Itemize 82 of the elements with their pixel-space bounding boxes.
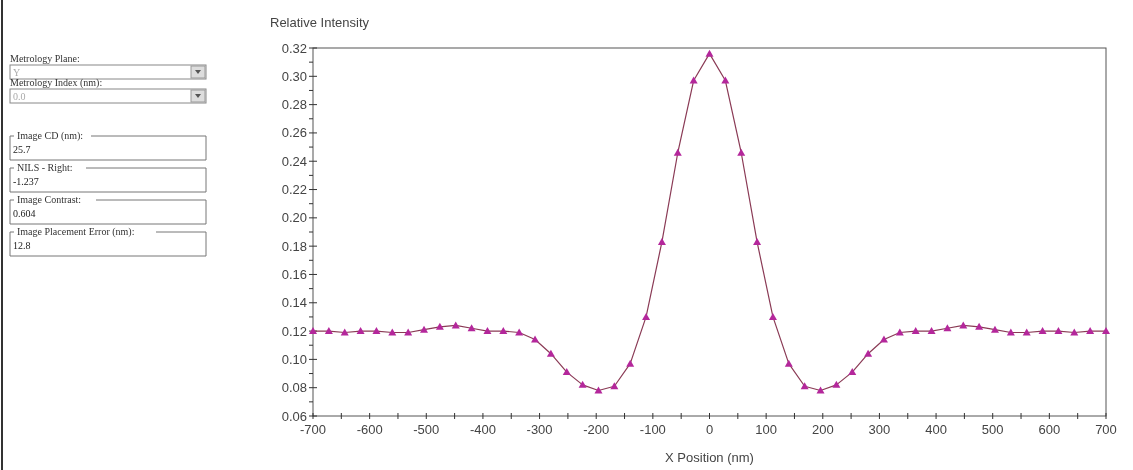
chart-title: Relative Intensity	[270, 15, 370, 30]
point	[467, 324, 476, 332]
point	[927, 327, 936, 335]
y-tick-label: 0.16	[281, 267, 307, 283]
point	[578, 380, 587, 388]
point	[879, 335, 888, 343]
x-tick-label: 300	[868, 422, 891, 437]
x-tick-label: -400	[469, 422, 496, 437]
point	[546, 349, 555, 357]
point	[768, 312, 777, 320]
point	[943, 324, 952, 332]
point	[673, 148, 682, 156]
point	[705, 49, 714, 57]
point	[1086, 327, 1095, 335]
x-tick-label: 500	[981, 422, 1004, 437]
point	[657, 237, 666, 245]
x-tick-label: 600	[1038, 422, 1061, 437]
y-tick-label: 0.24	[281, 153, 307, 169]
x-tick-label: 400	[925, 422, 947, 437]
text: 0.604	[13, 208, 36, 219]
point	[1102, 327, 1110, 335]
y-tick-label: 0.26	[281, 125, 307, 141]
point	[610, 382, 619, 390]
y-tick-label: 0.10	[281, 351, 307, 367]
point	[626, 359, 635, 367]
point	[562, 368, 571, 376]
text: Image Contrast:	[17, 194, 82, 205]
text: Metrology Index (nm):	[10, 77, 103, 89]
point	[784, 359, 793, 367]
point	[721, 76, 730, 84]
x-tick-label: -600	[356, 422, 383, 437]
x-axis-title: X Position (nm)	[665, 450, 754, 465]
point	[737, 148, 746, 156]
y-tick-label: 0.14	[281, 295, 307, 311]
point	[990, 325, 999, 333]
x-tick-label: -500	[413, 422, 440, 437]
x-tick-label: 200	[811, 422, 834, 437]
x-tick-label: -200	[583, 422, 610, 437]
point	[324, 327, 333, 335]
x-tick-label: -700	[299, 422, 327, 437]
point	[848, 368, 857, 376]
text: NILS - Right:	[17, 162, 73, 173]
y-tick-label: 0.32	[281, 40, 307, 56]
point	[642, 312, 651, 320]
point	[753, 237, 762, 245]
x-tick-label: 700	[1095, 422, 1117, 437]
x-tick-label: 0	[705, 422, 714, 437]
point	[816, 386, 825, 394]
dropdown-field: Y	[9, 64, 207, 80]
y-tick-label: 0.20	[281, 210, 307, 226]
text: 12.8	[13, 240, 31, 251]
x-tick-label: -100	[639, 422, 666, 437]
point	[356, 327, 365, 335]
x-tick-label: 100	[755, 422, 777, 437]
point	[689, 76, 698, 84]
point	[435, 322, 444, 330]
point	[372, 327, 381, 335]
point	[832, 380, 841, 388]
point	[864, 349, 873, 357]
point	[1038, 327, 1047, 335]
y-tick-label: 0.08	[281, 380, 307, 396]
point	[1054, 327, 1063, 335]
dropdown-field: 0.0	[9, 88, 207, 104]
text: Metrology Plane:	[10, 53, 80, 64]
point	[420, 325, 429, 333]
text: Image CD (nm):	[17, 130, 84, 142]
point	[911, 327, 920, 335]
y-tick-label: 0.18	[281, 238, 307, 254]
point	[531, 335, 540, 343]
point	[483, 327, 492, 335]
y-tick-label: 0.06	[281, 408, 307, 424]
text: 25.7	[13, 144, 31, 155]
y-tick-label: 0.22	[281, 182, 307, 198]
point	[975, 322, 984, 330]
point	[594, 386, 603, 394]
text: Image Placement Error (nm):	[17, 226, 135, 238]
y-tick-label: 0.28	[281, 97, 307, 113]
x-tick-label: -300	[526, 422, 553, 437]
point	[499, 327, 508, 335]
y-tick-label: 0.12	[281, 323, 307, 339]
text: -1.237	[13, 176, 39, 187]
y-tick-label: 0.30	[281, 68, 307, 84]
